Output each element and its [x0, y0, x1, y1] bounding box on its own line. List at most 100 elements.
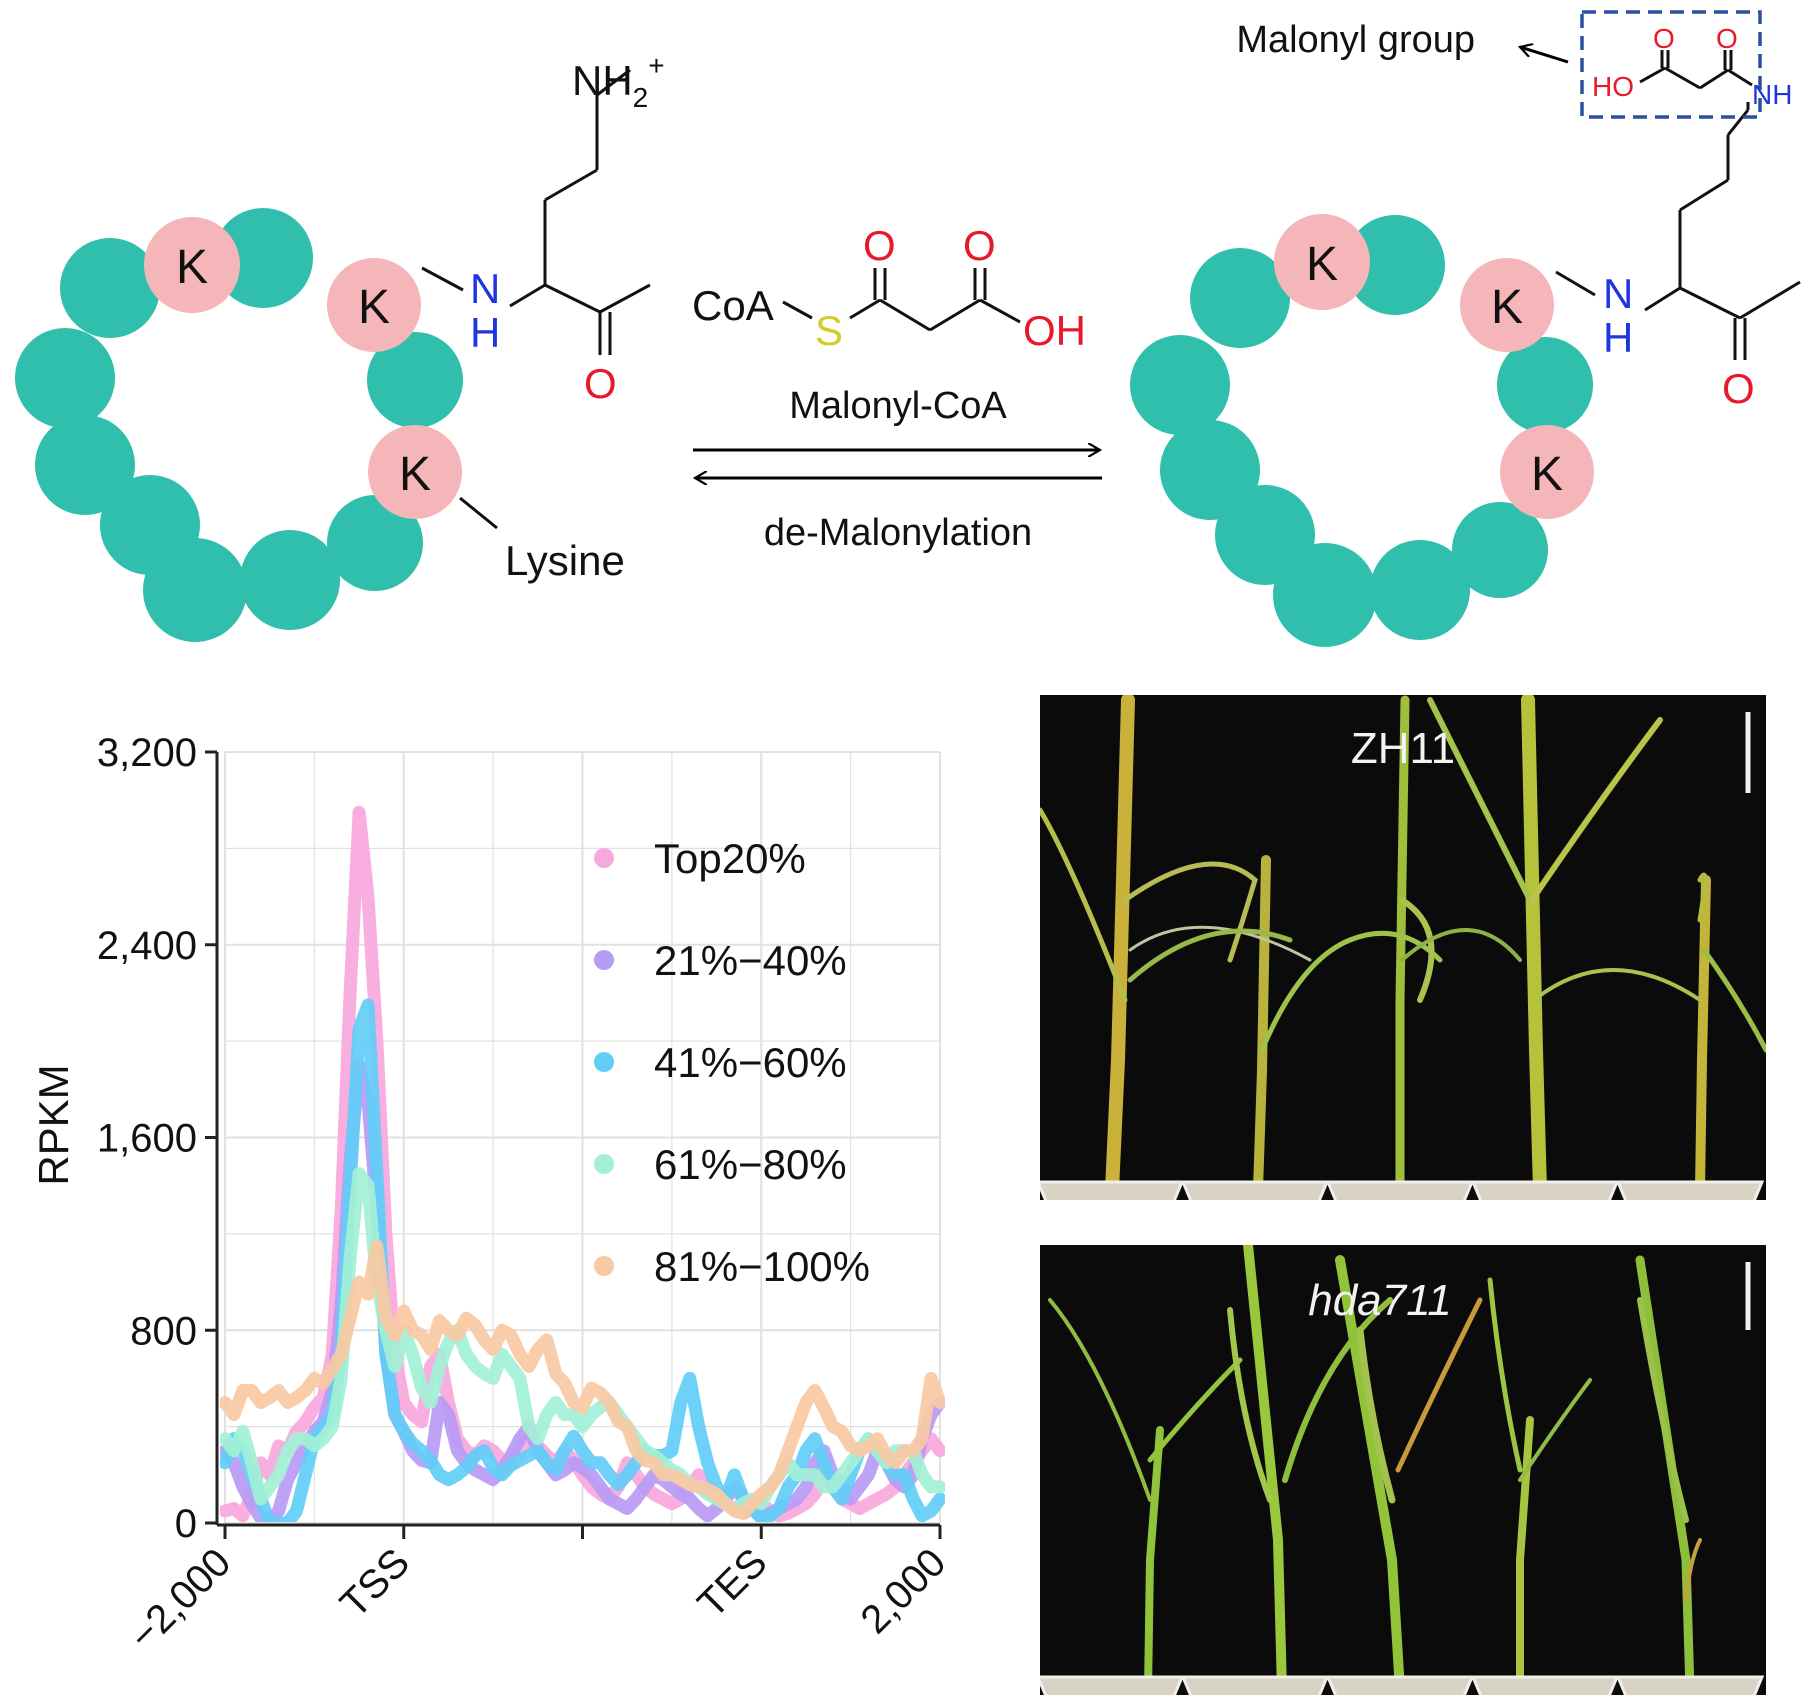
x-tick-label: 2,000	[852, 1540, 954, 1642]
carbonyl-oxygen: O	[1722, 365, 1755, 412]
legend-marker	[594, 848, 614, 868]
residue-label: K	[1531, 448, 1563, 501]
plant-pot	[1180, 1675, 1330, 1695]
plant-leaf	[1697, 872, 1708, 923]
oxygen-label: O	[1716, 23, 1738, 54]
hydroxyl-label: HO	[1592, 71, 1634, 102]
bead	[1452, 502, 1548, 598]
plant-leaf	[1128, 925, 1312, 962]
residue-label: K	[1491, 281, 1523, 334]
malonyl-group-box	[1580, 10, 1762, 119]
amine-h: H	[470, 309, 500, 356]
legend-marker	[594, 1256, 614, 1276]
legend-marker	[594, 1154, 614, 1174]
plant-pot	[1325, 1675, 1475, 1695]
plant-leaf	[1227, 1307, 1273, 1503]
plant-leaf	[1122, 861, 1258, 963]
plant-stem	[1335, 1255, 1405, 1695]
malonyl-group-label: Malonyl group	[1236, 19, 1475, 61]
hydroxyl-label: OH	[1023, 307, 1086, 354]
plant-stem	[1253, 855, 1271, 1195]
legend-label: 81%−100%	[654, 1243, 870, 1290]
charged-amine: NH2+	[572, 50, 665, 113]
bead	[327, 495, 423, 591]
lysine-bead	[327, 258, 421, 352]
plant-stem	[1395, 695, 1410, 1195]
coa-label: CoA	[692, 282, 774, 329]
plant-leaf	[1532, 968, 1702, 1002]
plant-stem	[1521, 695, 1547, 1197]
chart-legend: Top20% 21%−40% 41%−60% 61%−80% 81%−100%	[594, 835, 870, 1290]
metagene-chart: 0 800 1,600 2,400 3,200 −2,000 TSS TES 2,000 Top…	[30, 731, 954, 1659]
malonyl-lysine-side-chain	[1555, 50, 1801, 360]
photo-hda711: hda711	[1040, 1245, 1766, 1695]
bead	[213, 208, 313, 308]
legend-label: Top20%	[654, 835, 806, 882]
bead	[1497, 337, 1593, 433]
plant-leaf	[1637, 1297, 1689, 1523]
amine-n: N	[470, 265, 500, 312]
bead	[1130, 335, 1230, 435]
plant-leaf	[1701, 947, 1766, 1053]
plant-leaf	[1040, 807, 1128, 1003]
plant-leaf	[1356, 1326, 1396, 1504]
residue-label: K	[1306, 238, 1338, 291]
residue-label: K	[176, 241, 208, 294]
lysine-bead	[1500, 425, 1594, 519]
plant-pot	[1615, 1675, 1765, 1695]
genotype-label: hda711	[1308, 1276, 1452, 1325]
amide-nh-label: NH	[1752, 79, 1792, 110]
plant-pot	[1325, 1180, 1475, 1200]
lysine-bead	[1274, 214, 1370, 310]
lysine-label: Lysine	[505, 537, 625, 584]
chart-lines	[220, 805, 945, 1522]
plant-stem	[1635, 1255, 1695, 1695]
protein-ring-left: K K K Lysine	[15, 208, 625, 642]
plant-pot	[1615, 1180, 1765, 1200]
lysine-bead	[368, 425, 462, 519]
forward-reaction-label: Malonyl-CoA	[789, 385, 1007, 427]
plant-pot	[1470, 1180, 1620, 1200]
plant-leaf	[1518, 1378, 1592, 1482]
bead	[1190, 248, 1290, 348]
legend-marker	[594, 1052, 614, 1072]
y-axis-title: RPKM	[30, 1064, 77, 1185]
plant-pot	[1470, 1675, 1620, 1695]
bead	[1273, 543, 1377, 647]
equilibrium-arrows: Malonyl-CoA de-Malonylation	[693, 385, 1102, 554]
plant-leaf	[1259, 930, 1443, 1053]
oxygen-label: O	[1653, 23, 1675, 54]
y-tick-label: 1,600	[97, 1117, 197, 1161]
oxygen-label: O	[963, 222, 996, 269]
y-tick-label: 800	[130, 1309, 197, 1353]
bead	[15, 328, 115, 428]
x-tick-label: −2,000	[121, 1540, 239, 1658]
lysine-bead	[144, 217, 240, 313]
lysine-side-chain-left	[421, 68, 651, 355]
protein-ring-right: K K K	[1130, 214, 1594, 647]
carbonyl-oxygen: O	[584, 360, 617, 407]
plant-stem	[1243, 1245, 1287, 1695]
legend-label: 41%−60%	[654, 1039, 847, 1086]
plant-leaf	[1487, 1277, 1523, 1473]
y-tick-label: 2,400	[97, 924, 197, 968]
malonyl-coa-structure	[782, 268, 1021, 332]
reverse-reaction-label: de-Malonylation	[764, 512, 1032, 554]
bead	[143, 538, 247, 642]
x-tick-label: TES	[689, 1540, 775, 1626]
plant-leaf	[1529, 717, 1663, 903]
plant-pot	[1180, 1180, 1330, 1200]
legend-marker	[594, 950, 614, 970]
amine-h: H	[1603, 314, 1633, 361]
plant-leaf	[1684, 1538, 1702, 1602]
photo-zh11: ZH11	[1040, 695, 1766, 1200]
bead	[35, 415, 135, 515]
legend-label: 61%−80%	[654, 1141, 847, 1188]
residue-label: K	[399, 448, 431, 501]
bead	[240, 530, 340, 630]
series-line	[220, 1239, 945, 1520]
oxygen-label: O	[863, 222, 896, 269]
residue-label: K	[358, 281, 390, 334]
plant-pot	[1040, 1180, 1185, 1200]
